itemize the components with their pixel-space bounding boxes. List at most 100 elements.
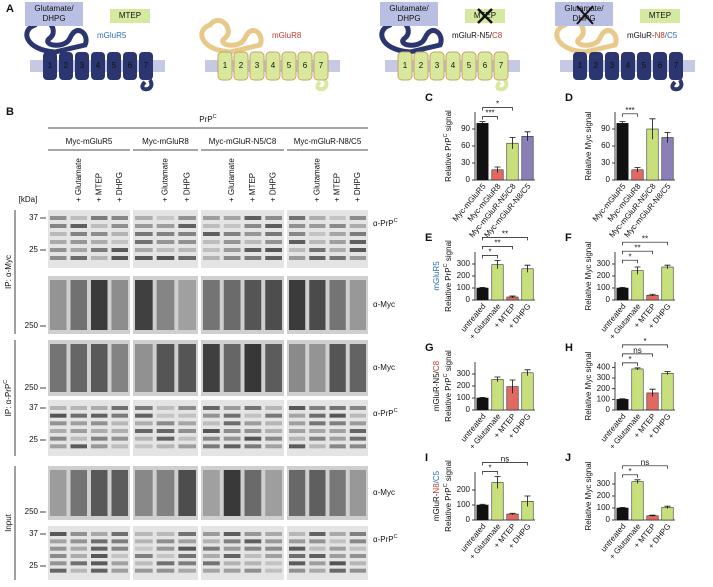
blot-smear [289,344,306,392]
blot-band [91,539,108,544]
blot-band [111,429,128,433]
antibody-label-part: C [394,408,398,414]
blot-band [289,248,306,252]
blot-band [178,216,196,220]
panel-label: C [425,92,433,104]
blot-smear [329,280,346,330]
y-axis-label-part: C [443,263,449,267]
blot-band [50,413,67,418]
significance-bracket [482,107,513,111]
blot-band [156,561,175,566]
significance-label: ** [494,239,500,248]
blot-band [111,248,128,252]
error-bar [649,118,656,140]
blot-smear [265,280,282,330]
blot-band [329,248,346,252]
error-bar [479,287,486,289]
error-bar [479,397,486,399]
bar [616,123,629,181]
helix-number: 3 [255,61,260,70]
blot-band [349,413,366,418]
blot-band [203,561,220,566]
blot-band [91,248,108,252]
blot-band [309,554,326,558]
blot-band [70,444,87,449]
significance-bracket [482,255,498,259]
bar [631,270,644,301]
blot-smear [135,470,153,516]
blot-band [223,421,241,426]
y-axis-label-part: Relative PrP [444,267,453,311]
significance-label: * [643,337,646,346]
helix [445,51,461,81]
helix [43,52,57,80]
receptor-name: mGluR-N8/C5 [627,31,678,40]
y-axis-label: Relative PrPC signal [443,240,453,312]
blot-smear [70,470,87,516]
helix [573,52,587,80]
group-label: Input [4,513,13,532]
blot-band [265,436,282,441]
helix [397,51,413,81]
blot-band [135,554,153,558]
blot-band [50,429,67,433]
blot-band [111,232,128,236]
y-axis-label: Relative PrPC signal [443,350,453,422]
antagonist-label: MTEP [649,11,671,20]
blot-band [178,240,196,244]
agonist-label: DHPG [397,14,420,23]
blot-band [178,561,196,566]
helix [217,51,233,81]
blot-band [203,232,220,236]
helix-number: 2 [239,61,244,70]
blot-smear [111,470,128,516]
significance-bracket [622,241,668,246]
blot-band [265,539,282,544]
blot-band [156,546,175,551]
blot-band [265,546,282,551]
helix-number: 6 [303,61,308,70]
blot-band [349,256,366,260]
helix-number: 6 [658,61,663,70]
blot-band [223,436,241,441]
blot-band [156,216,175,220]
blot-band [309,539,326,544]
error-bar [509,512,516,515]
blot-band [178,568,196,573]
significance-label: *** [625,106,634,115]
error-bar [649,388,656,397]
blot-band [265,554,282,558]
y-tick-label: 0 [466,405,471,414]
blot-band [289,421,306,426]
blot-band [50,532,67,536]
blot-band [203,444,220,449]
y-axis-label-part: C [443,133,449,137]
antibody-label-part: α-PrP [373,409,394,418]
blot-band [289,568,306,573]
blot-band [289,444,306,449]
blot-band [329,421,346,426]
significance-bracket [622,344,668,348]
blot-band [265,224,282,228]
blot-smear [70,280,87,330]
helix-number: 3 [80,61,85,70]
error-bar [494,166,501,173]
blot-band [244,444,262,449]
treatment-label: + MTEP [333,173,342,202]
blot-band [329,413,346,418]
blot-band [309,532,326,536]
bar [661,507,674,521]
blot-band [111,216,128,220]
blot-band [309,568,326,573]
error-bar [494,476,501,489]
blot-band [91,406,108,410]
error-bar [649,514,656,517]
helix [493,51,509,81]
blot-band [349,436,366,441]
side-label-part: mGluR5 [432,261,441,291]
blot-band [329,406,346,410]
blot-band [135,539,153,544]
y-axis-label-part: Relative Myc signal [584,111,593,180]
blot-band [309,436,326,441]
blot-band [70,436,87,441]
